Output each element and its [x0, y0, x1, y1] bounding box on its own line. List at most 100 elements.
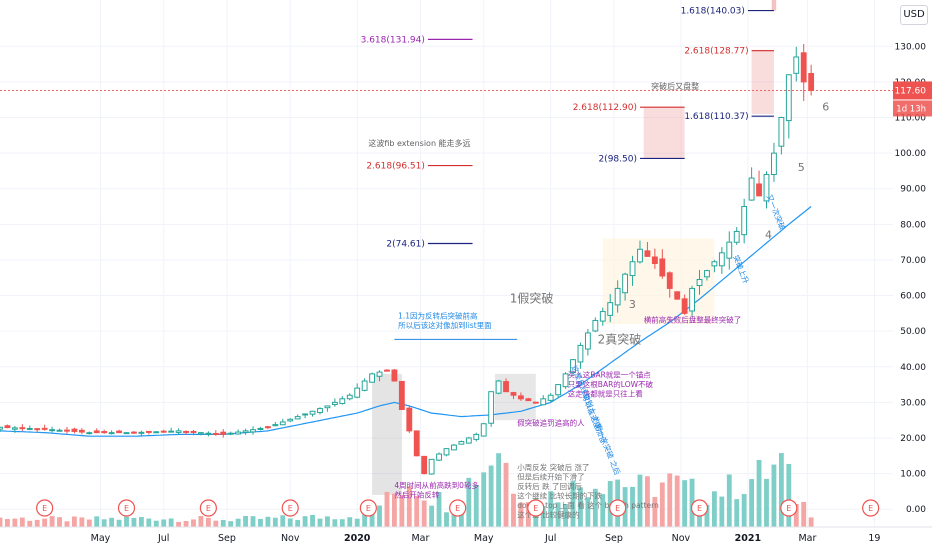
candle-body: [413, 430, 420, 457]
earnings-marker-label: E: [288, 504, 293, 513]
volume-bar: [570, 480, 576, 527]
fib-label: 1.618(140.03): [681, 7, 745, 17]
note-reversal-breakout: 1.1因为反转后突破前高: [398, 311, 478, 321]
volume-bar: [153, 520, 159, 527]
volume-bar: [5, 519, 10, 527]
volume-bar: [101, 519, 107, 527]
price-tick: 110.00: [895, 114, 927, 124]
candle-body: [361, 380, 368, 391]
volume-bar: [473, 485, 479, 527]
volume-bar: [42, 518, 48, 527]
earnings-marker-label: E: [533, 504, 538, 513]
candle-body: [339, 398, 346, 404]
candle-body: [49, 429, 56, 432]
volume-bar: [734, 499, 740, 527]
candle-body: [101, 431, 108, 434]
earnings-marker-label: E: [366, 504, 371, 513]
wave-3: 3: [629, 298, 636, 311]
volume-bar: [310, 514, 315, 527]
shaded-zone: [751, 49, 774, 114]
candlestick-series: [0, 44, 815, 475]
volume-bar: [235, 518, 241, 527]
candle-body: [131, 431, 137, 434]
volume-bar: [645, 476, 650, 527]
volume-bar: [258, 518, 263, 527]
candle-body: [785, 74, 792, 122]
earnings-marker-icon: [690, 499, 709, 517]
volume-bar: [399, 495, 405, 527]
volume-bar: [79, 517, 85, 527]
candle-body: [168, 430, 175, 433]
candle-body: [473, 433, 480, 440]
shaded-zones: [372, 0, 777, 495]
volume-bar: [741, 494, 747, 527]
wave-5: 5: [798, 161, 805, 174]
candle-body: [458, 441, 465, 445]
candle-body: [264, 426, 271, 429]
candle-body: [41, 427, 48, 430]
volume-bar: [228, 521, 234, 527]
note-horizontal-breakout: 横前高失败后盘整最终突破了: [644, 314, 742, 324]
candle-body: [376, 371, 383, 377]
note-after-breakout: 突破后又盘整: [651, 81, 699, 91]
volume-bar: [555, 502, 561, 527]
candle-body: [592, 319, 599, 332]
volume-bar: [339, 519, 345, 527]
candle-body: [398, 380, 405, 410]
earnings-marker-icon: [117, 499, 136, 517]
candle-body: [689, 287, 695, 312]
candle-body: [666, 272, 673, 289]
candle-body: [696, 279, 703, 287]
candle-body: [250, 429, 256, 433]
earnings-marker-icon: [449, 499, 467, 517]
volume-bar: [525, 502, 531, 527]
volume-bar: [302, 516, 308, 527]
volume-bar: [183, 520, 189, 527]
candle-body: [116, 430, 122, 434]
volume-bar: [682, 480, 688, 527]
fib-levels: 3.618(131.94) 2.618(96.51) 2(74.61) 2.618(1…: [0, 7, 893, 250]
candle-body: [354, 387, 361, 398]
candle-body: [704, 270, 710, 278]
volume-bar: [362, 507, 368, 527]
volume-bar: [384, 491, 390, 527]
volume-bar: [421, 500, 427, 527]
candle-body: [503, 381, 509, 393]
currency-button[interactable]: USD: [900, 5, 928, 25]
candle-body: [153, 431, 160, 434]
volume-bar: [176, 521, 182, 527]
volume-bar: [466, 477, 472, 527]
candle-body: [443, 448, 450, 456]
earnings-marker-icon: [780, 499, 798, 517]
earnings-marker-icon: [199, 499, 217, 517]
volume-bar: [325, 516, 330, 527]
note-double-top: 小周反发 突破后 涨了: [517, 462, 589, 472]
time-tick: Nov: [281, 533, 300, 544]
volume-bar: [704, 504, 710, 527]
volume-bar: [451, 506, 457, 527]
volume-bar: [161, 519, 167, 527]
fib-label: 1.618(110.37): [684, 112, 748, 122]
candle-body: [26, 427, 33, 430]
countdown-value: 1d 13h: [896, 104, 926, 114]
candle-body: [198, 432, 204, 435]
volume-bar: [503, 462, 509, 527]
price-tick: 0.00: [906, 505, 926, 515]
candle-body: [651, 256, 658, 264]
candle-body: [220, 431, 227, 435]
volume-bar: [57, 517, 62, 527]
volume-bar: [674, 475, 680, 527]
earnings-marker-label: E: [42, 504, 47, 513]
candle-body: [294, 416, 301, 420]
price-tick: 40.00: [900, 363, 926, 373]
time-tick: Nov: [672, 533, 691, 544]
volume-bar: [511, 493, 516, 527]
volume-bar: [19, 517, 25, 527]
candle-body: [205, 432, 212, 435]
candle-body: [324, 405, 331, 409]
candle-body: [123, 432, 130, 435]
candle-body: [160, 430, 167, 433]
volume-bar: [414, 495, 420, 527]
volume-bar: [109, 517, 115, 527]
